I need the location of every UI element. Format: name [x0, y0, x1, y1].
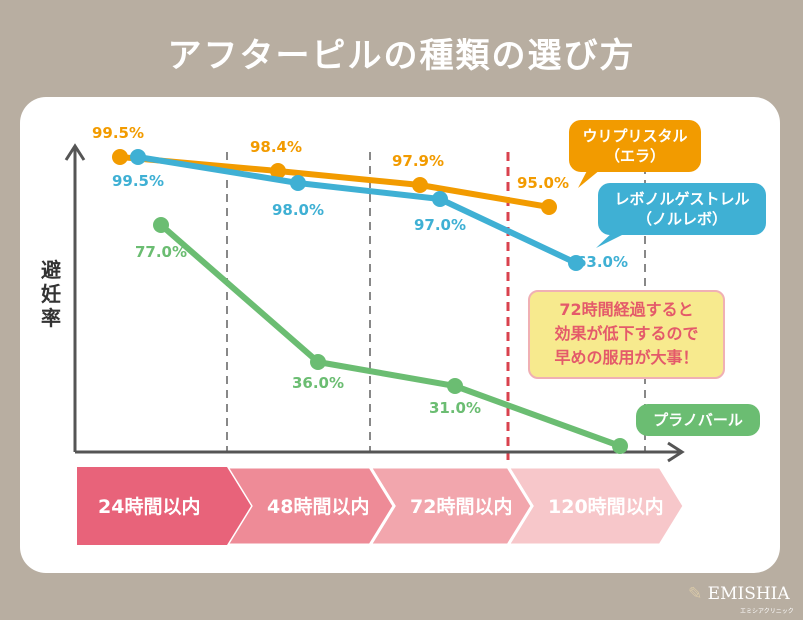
data-label: 98.4% [250, 138, 302, 156]
legend-line: ウリプリスタル [582, 127, 688, 145]
legend-planovar: プラノバール [636, 404, 760, 436]
data-label: 31.0% [429, 399, 481, 417]
category-label: 24時間以内 [98, 495, 200, 518]
data-label: 77.0% [135, 243, 187, 261]
legend-levonorgestrel: レボノルゲストレル （ノルレボ） [598, 183, 766, 235]
data-point [612, 438, 628, 454]
data-label: 95.0% [517, 174, 569, 192]
data-point [290, 175, 306, 191]
note-line: 72時間経過すると [559, 300, 694, 319]
series-line [137, 154, 578, 266]
data-label: 63.0% [576, 253, 628, 271]
legend-line: （エラ） [604, 147, 665, 165]
category-label: 48時間以内 [267, 495, 369, 518]
legend-line: レボノルゲストレル [614, 190, 750, 208]
data-point [130, 149, 146, 165]
data-point [112, 149, 128, 165]
data-point [568, 255, 584, 271]
note-line: 効果が低下するので [554, 324, 699, 343]
data-point [412, 177, 428, 193]
category-segment [77, 467, 251, 545]
series-line [159, 222, 622, 449]
logo-text: EMISHIA [707, 584, 790, 604]
data-point [432, 191, 448, 207]
note-box: 72時間経過すると 効果が低下するので 早めの服用が大事！ [528, 290, 725, 379]
data-label: 97.0% [414, 216, 466, 234]
y-axis-label: 避妊率 [41, 258, 61, 330]
data-point [270, 163, 286, 179]
data-label: 99.5% [92, 124, 144, 142]
category-label: 72時間以内 [410, 495, 512, 518]
page-title: アフターピルの種類の選び方 [167, 36, 636, 76]
data-point [541, 199, 557, 215]
data-label: 97.9% [392, 152, 444, 170]
legend-ulipristal: ウリプリスタル （エラ） [569, 120, 701, 172]
logo-icon: ✎ [688, 584, 703, 604]
data-label: 98.0% [272, 201, 324, 219]
data-label: 36.0% [292, 374, 344, 392]
note-line: 早めの服用が大事！ [554, 348, 699, 367]
x-axis-arrow [667, 441, 685, 463]
data-point [310, 354, 326, 370]
data-label: 99.5% [112, 172, 164, 190]
data-point [447, 378, 463, 394]
logo: ✎ EMISHIA [688, 584, 790, 604]
data-point [153, 217, 169, 233]
y-axis-arrow [64, 143, 86, 161]
legend-line: プラノバール [653, 411, 743, 429]
category-label: 120時間以内 [548, 495, 664, 518]
legend-line: （ノルレボ） [636, 210, 727, 228]
logo-subtext: エミシアクリニック [740, 608, 794, 615]
